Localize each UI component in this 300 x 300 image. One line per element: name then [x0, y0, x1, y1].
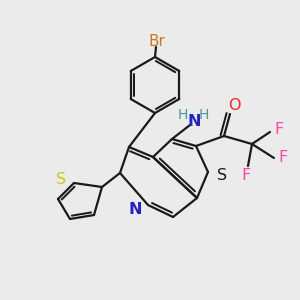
- Text: S: S: [56, 172, 66, 187]
- Text: F: F: [278, 151, 288, 166]
- Text: F: F: [274, 122, 284, 137]
- Text: N: N: [187, 115, 201, 130]
- Text: O: O: [228, 98, 240, 113]
- Text: N: N: [128, 202, 142, 217]
- Text: Br: Br: [148, 34, 165, 49]
- Text: S: S: [217, 169, 227, 184]
- Text: F: F: [242, 167, 250, 182]
- Text: H: H: [199, 108, 209, 122]
- Text: H: H: [178, 108, 188, 122]
